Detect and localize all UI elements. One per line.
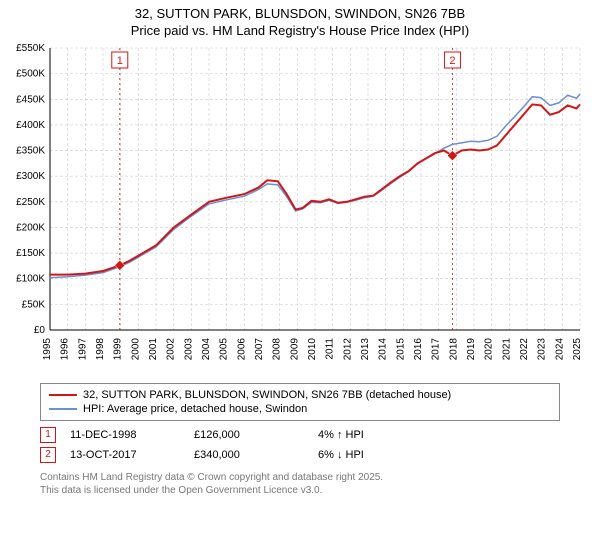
- svg-text:2004: 2004: [201, 337, 212, 360]
- sale-price: £126,000: [194, 429, 304, 441]
- svg-text:2: 2: [449, 55, 455, 67]
- sale-date: 13-OCT-2017: [70, 449, 180, 461]
- svg-text:2025: 2025: [572, 337, 583, 360]
- svg-text:2015: 2015: [395, 337, 406, 360]
- svg-text:1999: 1999: [113, 337, 124, 360]
- svg-text:2001: 2001: [148, 337, 159, 360]
- title-line-2: Price paid vs. HM Land Registry's House …: [10, 23, 590, 40]
- svg-text:1998: 1998: [95, 337, 106, 360]
- svg-text:2024: 2024: [554, 337, 565, 360]
- legend-label-hpi: HPI: Average price, detached house, Swin…: [83, 403, 307, 415]
- svg-text:1: 1: [117, 55, 123, 67]
- svg-text:2017: 2017: [431, 337, 442, 360]
- svg-text:2016: 2016: [413, 337, 424, 360]
- legend-swatch-hpi: [49, 408, 77, 410]
- svg-text:2006: 2006: [236, 337, 247, 360]
- svg-text:2014: 2014: [378, 337, 389, 360]
- svg-text:1995: 1995: [42, 337, 53, 360]
- footer-line-2: This data is licensed under the Open Gov…: [40, 484, 560, 497]
- attribution: Contains HM Land Registry data © Crown c…: [40, 471, 560, 497]
- svg-text:£350K: £350K: [16, 145, 45, 156]
- svg-text:2020: 2020: [484, 337, 495, 360]
- svg-text:£0: £0: [34, 325, 46, 336]
- footer-line-1: Contains HM Land Registry data © Crown c…: [40, 471, 560, 484]
- svg-text:2018: 2018: [448, 337, 459, 360]
- svg-text:2012: 2012: [342, 337, 353, 360]
- svg-text:£150K: £150K: [16, 248, 45, 259]
- svg-text:£200K: £200K: [16, 222, 45, 233]
- chart-area: £0 £50K £100K £150K £200K £250K £300K £350K £400…: [0, 42, 600, 377]
- svg-text:£400K: £400K: [16, 120, 45, 131]
- sale-row: 1 11-DEC-1998 £126,000 4% ↑ HPI: [40, 427, 560, 443]
- svg-text:2008: 2008: [272, 337, 283, 360]
- title-line-1: 32, SUTTON PARK, BLUNSDON, SWINDON, SN26…: [10, 6, 590, 23]
- svg-text:£300K: £300K: [16, 171, 45, 182]
- sale-row: 2 13-OCT-2017 £340,000 6% ↓ HPI: [40, 447, 560, 463]
- svg-text:£500K: £500K: [16, 68, 45, 79]
- svg-text:1997: 1997: [77, 337, 88, 360]
- svg-text:2000: 2000: [130, 337, 141, 360]
- svg-text:2005: 2005: [219, 337, 230, 360]
- svg-text:£550K: £550K: [16, 43, 45, 54]
- svg-text:2010: 2010: [307, 337, 318, 360]
- svg-text:2002: 2002: [166, 337, 177, 360]
- chart-title: 32, SUTTON PARK, BLUNSDON, SWINDON, SN26…: [0, 0, 600, 42]
- svg-text:2007: 2007: [254, 337, 265, 360]
- svg-text:£100K: £100K: [16, 274, 45, 285]
- svg-text:1996: 1996: [60, 337, 71, 360]
- svg-text:2021: 2021: [501, 337, 512, 360]
- legend-item-hpi: HPI: Average price, detached house, Swin…: [49, 402, 551, 416]
- svg-text:2019: 2019: [466, 337, 477, 360]
- sale-marker: 2: [40, 447, 56, 463]
- sale-date: 11-DEC-1998: [70, 429, 180, 441]
- svg-text:£250K: £250K: [16, 197, 45, 208]
- svg-text:2013: 2013: [360, 337, 371, 360]
- chart-container: { "title_line1": "32, SUTTON PARK, BLUNS…: [0, 0, 600, 560]
- sales-list: 1 11-DEC-1998 £126,000 4% ↑ HPI 2 13-OCT-2017…: [0, 427, 600, 463]
- legend: 32, SUTTON PARK, BLUNSDON, SWINDON, SN26…: [40, 383, 560, 421]
- sale-price: £340,000: [194, 449, 304, 461]
- svg-text:2023: 2023: [537, 337, 548, 360]
- sale-diff: 6% ↓ HPI: [318, 449, 428, 461]
- svg-text:£50K: £50K: [22, 299, 46, 310]
- legend-swatch-price: [49, 394, 77, 396]
- svg-text:2022: 2022: [519, 337, 530, 360]
- legend-item-price: 32, SUTTON PARK, BLUNSDON, SWINDON, SN26…: [49, 388, 551, 402]
- sale-diff: 4% ↑ HPI: [318, 429, 428, 441]
- line-chart: £0 £50K £100K £150K £200K £250K £300K £350K £400…: [6, 42, 590, 372]
- svg-text:2011: 2011: [325, 337, 336, 359]
- legend-label-price: 32, SUTTON PARK, BLUNSDON, SWINDON, SN26…: [83, 389, 451, 401]
- svg-text:2009: 2009: [289, 337, 300, 360]
- svg-text:£450K: £450K: [16, 94, 45, 105]
- sale-marker: 1: [40, 427, 56, 443]
- svg-text:2003: 2003: [183, 337, 194, 360]
